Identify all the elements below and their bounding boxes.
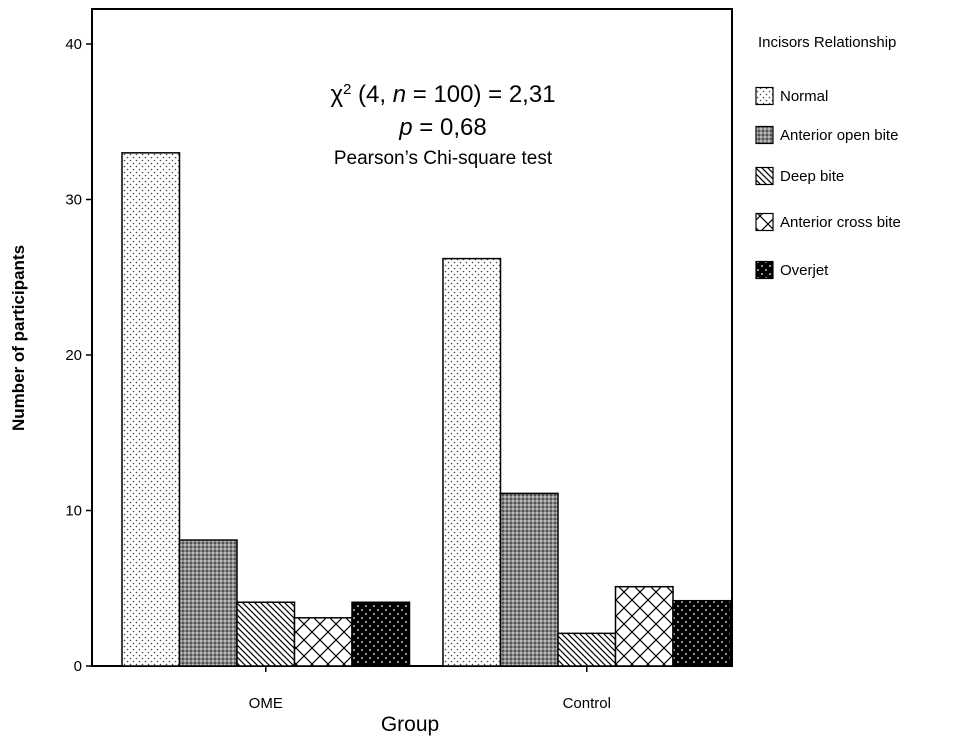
y-tick-label: 20: [65, 347, 82, 364]
x-tick-label: OME: [249, 695, 283, 712]
legend-entry: Normal: [780, 88, 828, 105]
y-axis: 0 10 20 30 40: [65, 36, 92, 675]
y-tick-label: 40: [65, 36, 82, 53]
legend-swatch: [755, 212, 774, 232]
legend-entry: Anterior cross bite: [780, 214, 901, 231]
p-value-line: p = 0,68: [398, 114, 486, 141]
bar-ome-anterior-cross-bite: [293, 617, 353, 667]
x-axis-title: Group: [381, 713, 439, 736]
bars-group: [121, 152, 732, 667]
legend-entry: Anterior open bite: [780, 127, 898, 144]
y-tick-label: 10: [65, 503, 82, 520]
plot-frame: [91, 8, 733, 667]
bar-control-overjet: [672, 599, 732, 667]
legend-swatch: [755, 125, 774, 145]
legend-swatch: [755, 260, 774, 280]
y-tick-label: 0: [74, 658, 82, 675]
chi-square-line: χ2 (4, n = 100) = 2,31: [330, 81, 555, 109]
test-name: Pearson’s Chi-square test: [334, 148, 553, 169]
bar-ome-normal: [121, 152, 181, 667]
bar-ome-anterior-open-bite: [178, 539, 238, 667]
bar-control-deep-bite: [557, 632, 617, 667]
legend-entry: Deep bite: [780, 168, 844, 185]
legend-title: Incisors Relationship: [758, 34, 896, 51]
y-axis-title: Number of participants: [9, 245, 28, 431]
bar-ome-deep-bite: [236, 601, 296, 667]
statistics-annotation: χ2 (4, n = 100) = 2,31 p = 0,68 Pearson’…: [330, 81, 555, 170]
y-tick-label: 30: [65, 192, 82, 209]
x-axis: OME Control: [249, 666, 611, 712]
legend-swatch: [755, 166, 774, 186]
legend: Incisors Relationship Normal Anterior ope…: [755, 34, 901, 280]
bar-ome-overjet: [351, 601, 411, 667]
bar-control-anterior-open-bite: [499, 492, 559, 667]
bar-control-anterior-cross-bite: [614, 585, 674, 667]
bar-control-normal: [442, 257, 502, 667]
legend-entry: Overjet: [780, 262, 829, 279]
x-tick-label: Control: [563, 695, 611, 712]
legend-swatch: [755, 86, 774, 106]
